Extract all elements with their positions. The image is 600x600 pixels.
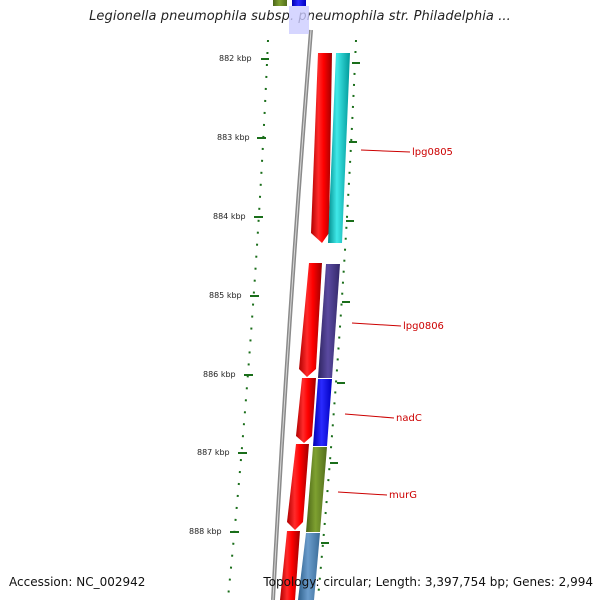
gene-murG [306,447,327,532]
gene-label-murG[interactable]: murG [389,490,417,501]
gene-reverse-5 [280,531,300,600]
gene-reverse-4 [287,444,309,530]
scale-ring [227,39,269,599]
gene-nadC [313,379,332,446]
kbp-label: 885 kbp [209,291,242,300]
gene-reverse-3 [296,378,316,443]
kbp-label: 888 kbp [189,527,222,536]
genome-summary: Topology: circular; Length: 3,397,754 bp… [263,575,593,589]
gene-top-olive [273,0,287,6]
gene-lpg0806 [318,264,340,378]
gene-reverse-1 [311,53,332,243]
outer-major-ticks [321,62,360,544]
gene-reverse-2 [299,263,322,377]
kbp-ticks [230,58,269,533]
gene-label-nadC[interactable]: nadC [396,413,422,424]
gene-label-lpg0806[interactable]: lpg0806 [403,321,444,332]
gene-label-lpg0805[interactable]: lpg0805 [412,147,453,158]
kbp-label: 884 kbp [213,212,246,221]
kbp-label: 882 kbp [219,54,252,63]
accession-text: Accession: NC_002942 [9,575,146,589]
kbp-label: 883 kbp [217,133,250,142]
gene-lpg0805 [328,53,350,243]
gene-leader-lines [337,149,411,496]
gene-downstream [298,533,320,600]
gene-top-blue [292,0,306,6]
kbp-label: 886 kbp [203,370,236,379]
outer-tick-ring [317,39,357,599]
kbp-label: 887 kbp [197,448,230,457]
